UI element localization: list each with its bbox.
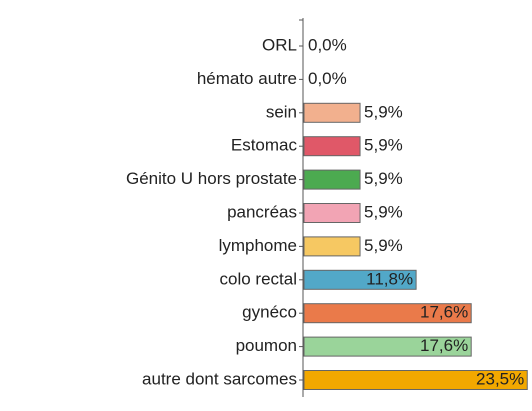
y-tick-label: Génito U hors prostate bbox=[126, 169, 297, 188]
y-tick-label: hémato autre bbox=[197, 69, 297, 88]
value-label: 5,9% bbox=[364, 202, 403, 221]
value-label: 5,9% bbox=[364, 136, 403, 155]
bar bbox=[303, 169, 361, 190]
bar bbox=[303, 370, 528, 390]
bar bbox=[303, 102, 361, 123]
y-tick-label: lymphome bbox=[219, 236, 297, 255]
value-label: 11,8% bbox=[366, 269, 413, 288]
y-tick-label: colo rectal bbox=[220, 269, 297, 288]
value-label: 0,0% bbox=[308, 35, 347, 54]
value-label: 5,9% bbox=[364, 236, 403, 255]
y-tick-label: pancréas bbox=[227, 202, 297, 221]
y-tick-label: poumon bbox=[236, 336, 297, 355]
value-label: 17,6% bbox=[420, 303, 468, 322]
bar bbox=[303, 136, 361, 157]
value-label: 17,6% bbox=[420, 336, 468, 355]
value-label: 5,9% bbox=[364, 102, 403, 121]
bar bbox=[303, 269, 417, 290]
y-tick-label: Estomac bbox=[231, 136, 298, 155]
bar bbox=[303, 236, 361, 257]
y-tick-label: gynéco bbox=[242, 303, 297, 322]
y-tick-label: sein bbox=[266, 102, 297, 121]
value-label: 0,0% bbox=[308, 69, 347, 88]
y-tick-label: ORL bbox=[262, 35, 297, 54]
bar bbox=[303, 203, 361, 223]
y-tick-label: autre dont sarcomes bbox=[142, 369, 297, 388]
value-label: 23,5% bbox=[476, 369, 524, 388]
bar bbox=[303, 303, 472, 324]
bar bbox=[303, 336, 472, 357]
value-label: 5,9% bbox=[364, 169, 403, 188]
